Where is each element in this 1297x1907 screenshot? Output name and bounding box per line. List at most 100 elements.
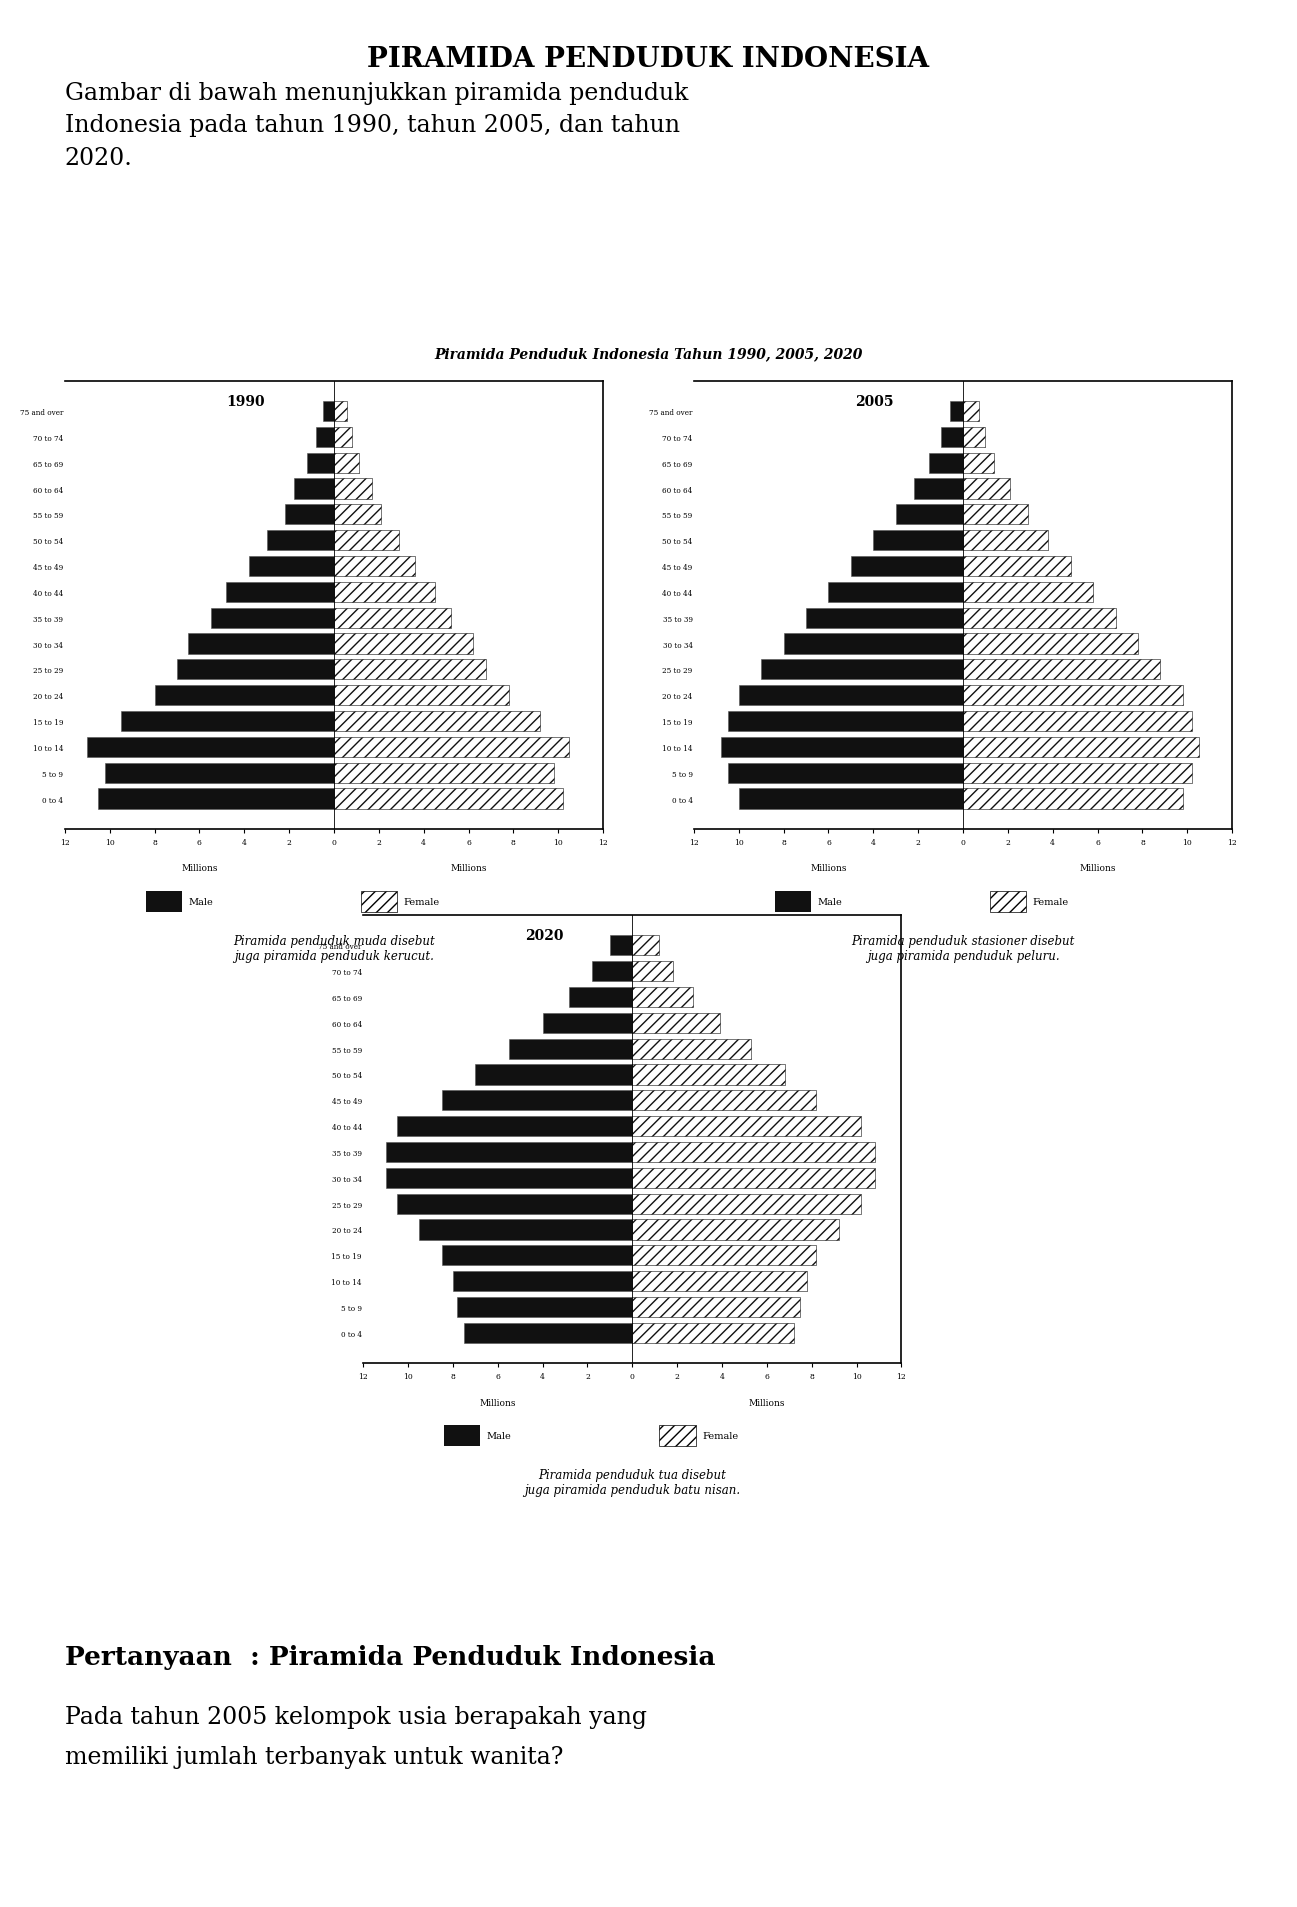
Bar	[591, 961, 633, 982]
Bar	[962, 479, 1010, 500]
Bar	[333, 530, 399, 551]
Bar	[475, 1064, 633, 1085]
Text: Female: Female	[403, 898, 440, 906]
Bar	[913, 479, 962, 500]
Text: memiliki jumlah terbanyak untuk wanita?: memiliki jumlah terbanyak untuk wanita?	[65, 1745, 563, 1768]
Bar	[633, 1323, 794, 1343]
Bar	[962, 763, 1192, 784]
Bar	[542, 1013, 633, 1034]
Bar	[783, 635, 962, 654]
Text: 2005: 2005	[856, 395, 894, 408]
Bar	[940, 427, 962, 448]
Bar	[739, 687, 962, 706]
Bar	[284, 505, 333, 524]
Bar	[333, 738, 569, 757]
Bar	[316, 427, 333, 448]
Bar	[333, 608, 450, 629]
Bar	[728, 763, 962, 784]
Text: Indonesia pada tahun 1990, tahun 2005, dan tahun: Indonesia pada tahun 1990, tahun 2005, d…	[65, 114, 680, 137]
Bar	[442, 1245, 633, 1266]
Bar	[333, 402, 348, 421]
Bar	[930, 454, 962, 473]
Bar	[464, 1323, 633, 1343]
Bar	[633, 1064, 785, 1085]
Bar	[962, 505, 1029, 524]
Text: Piramida penduduk stasioner disebut
juga piramida penduduk peluru.: Piramida penduduk stasioner disebut juga…	[851, 934, 1075, 963]
Text: Pertanyaan  : Piramida Penduduk Indonesia: Pertanyaan : Piramida Penduduk Indonesia	[65, 1644, 716, 1669]
Bar	[873, 530, 962, 551]
Bar	[962, 687, 1183, 706]
Text: Piramida penduduk muda disebut
juga piramida penduduk kerucut.: Piramida penduduk muda disebut juga pira…	[233, 934, 434, 963]
Bar	[633, 1169, 874, 1188]
Text: Male: Male	[817, 898, 842, 906]
Bar	[829, 582, 962, 603]
Bar	[633, 988, 693, 1007]
Text: Female: Female	[702, 1432, 738, 1440]
Bar	[99, 789, 333, 809]
Bar	[397, 1194, 633, 1215]
Text: 2020.: 2020.	[65, 147, 132, 170]
Bar	[896, 505, 962, 524]
Bar	[633, 1142, 874, 1163]
Text: Piramida penduduk tua disebut
juga piramida penduduk batu nisan.: Piramida penduduk tua disebut juga piram…	[524, 1468, 741, 1497]
Bar	[633, 1091, 816, 1110]
Text: Gambar di bawah menunjukkan piramida penduduk: Gambar di bawah menunjukkan piramida pen…	[65, 82, 689, 105]
Bar	[633, 1116, 861, 1137]
Bar	[610, 936, 633, 955]
Bar	[962, 427, 986, 448]
Bar	[962, 711, 1192, 732]
Bar	[249, 557, 333, 576]
Bar	[442, 1091, 633, 1110]
Bar	[87, 738, 333, 757]
Text: Millions: Millions	[182, 864, 218, 873]
Bar	[105, 763, 333, 784]
Bar	[385, 1169, 633, 1188]
Bar	[962, 454, 995, 473]
Bar	[226, 582, 333, 603]
Bar	[333, 635, 473, 654]
Bar	[633, 1039, 751, 1058]
Bar	[333, 687, 508, 706]
Bar	[962, 635, 1137, 654]
Bar	[333, 660, 486, 681]
Bar	[962, 660, 1161, 681]
Bar	[333, 763, 554, 784]
Bar	[154, 687, 333, 706]
Bar	[633, 1297, 800, 1318]
Text: Male: Male	[486, 1432, 511, 1440]
Bar	[121, 711, 333, 732]
Bar	[333, 557, 415, 576]
Text: Millions: Millions	[1079, 864, 1115, 873]
Bar	[419, 1220, 633, 1240]
Text: Millions: Millions	[450, 864, 486, 873]
Bar	[333, 789, 563, 809]
Text: Millions: Millions	[811, 864, 847, 873]
Text: Millions: Millions	[748, 1398, 785, 1407]
Bar	[962, 557, 1070, 576]
Bar	[739, 789, 962, 809]
Bar	[851, 557, 962, 576]
Bar	[949, 402, 962, 421]
Bar	[962, 608, 1115, 629]
Bar	[633, 1272, 807, 1291]
Bar	[267, 530, 333, 551]
Bar	[293, 479, 333, 500]
Bar	[633, 1220, 839, 1240]
Bar	[333, 427, 351, 448]
Bar	[333, 454, 359, 473]
Text: Pada tahun 2005 kelompok usia berapakah yang: Pada tahun 2005 kelompok usia berapakah …	[65, 1705, 647, 1728]
Bar	[962, 582, 1093, 603]
Bar	[728, 711, 962, 732]
Bar	[569, 988, 633, 1007]
Text: Male: Male	[188, 898, 213, 906]
Bar	[333, 711, 541, 732]
Bar	[761, 660, 962, 681]
Bar	[962, 738, 1198, 757]
Text: 2020: 2020	[524, 929, 563, 942]
Text: 1990: 1990	[226, 395, 265, 408]
Bar	[385, 1142, 633, 1163]
Bar	[508, 1039, 633, 1058]
Bar	[397, 1116, 633, 1137]
Text: Millions: Millions	[480, 1398, 516, 1407]
Bar	[453, 1272, 633, 1291]
